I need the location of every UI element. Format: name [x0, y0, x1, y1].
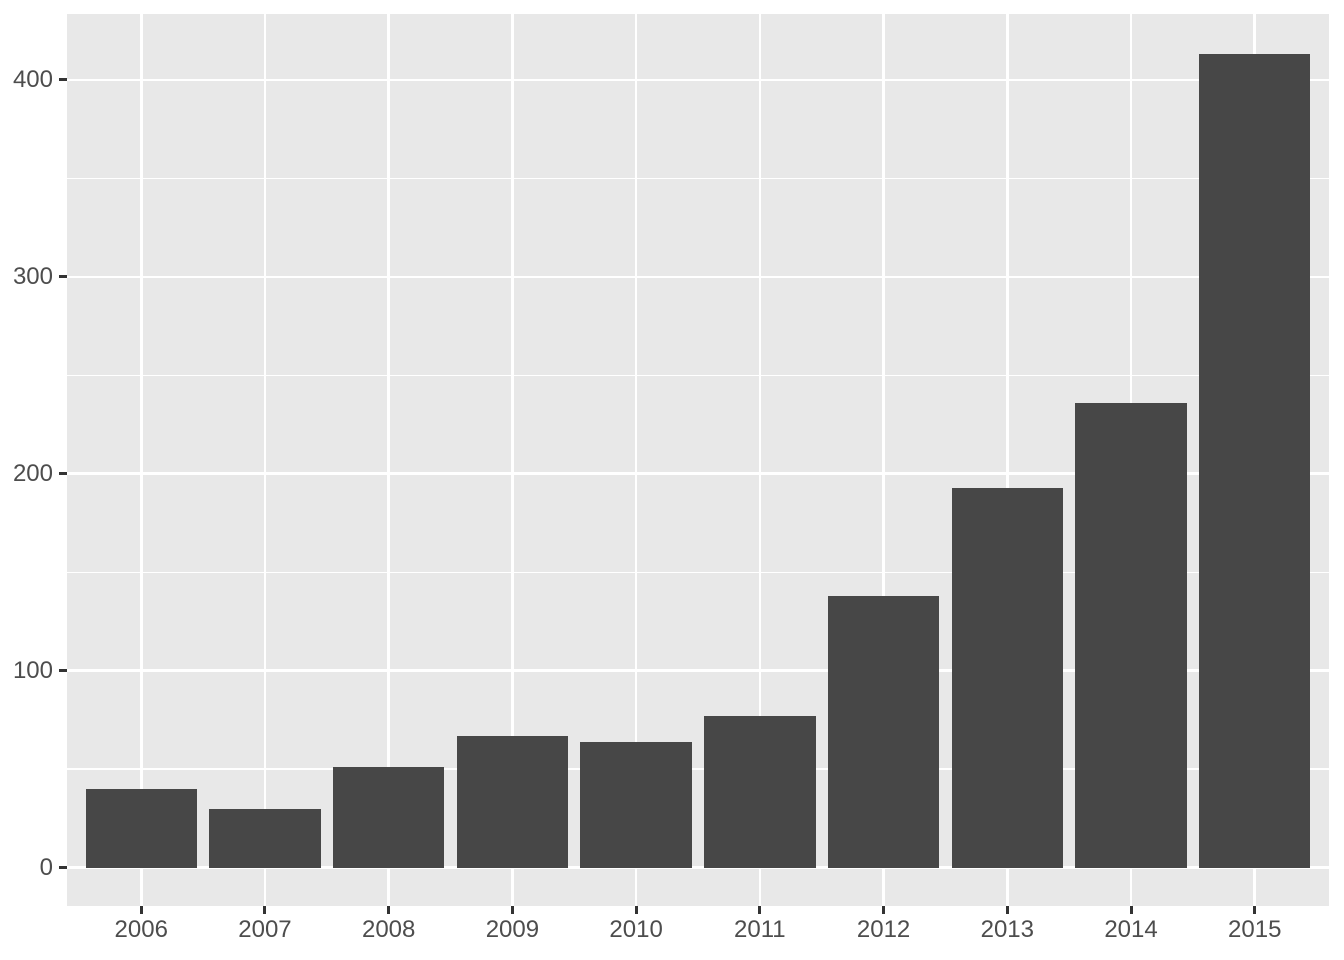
- gridline-vertical: [758, 14, 762, 906]
- x-axis-tick: [882, 906, 886, 914]
- y-axis-tick-label: 200: [12, 459, 53, 487]
- y-axis-tick: [59, 472, 67, 476]
- x-axis-tick: [634, 906, 638, 914]
- gridline-horizontal-minor: [67, 374, 1329, 377]
- x-axis-tick-label: 2006: [114, 916, 168, 943]
- gridline-vertical: [882, 14, 885, 906]
- x-axis-tick-label: 2007: [238, 916, 292, 943]
- bar-2008: [333, 767, 445, 868]
- gridline-vertical: [263, 14, 267, 906]
- gridline-horizontal-major: [67, 472, 1329, 476]
- gridline-horizontal-major: [67, 78, 1329, 82]
- x-axis-tick-label: 2008: [361, 916, 416, 943]
- gridline-horizontal-minor: [67, 571, 1329, 573]
- x-axis-tick-label: 2011: [734, 916, 786, 943]
- bar-2012: [827, 595, 940, 868]
- y-axis-tick: [59, 669, 67, 673]
- gridline-horizontal-major: [67, 866, 1329, 869]
- x-axis-tick: [1253, 906, 1257, 914]
- y-axis-tick: [59, 866, 67, 870]
- y-axis-tick-label: 300: [12, 262, 53, 290]
- gridline-horizontal-major: [67, 669, 1329, 672]
- x-axis-tick-label: 2009: [485, 916, 540, 943]
- bar-2013: [951, 487, 1063, 868]
- x-axis-tick: [139, 906, 143, 914]
- bar-2006: [85, 788, 197, 868]
- gridline-vertical: [511, 14, 514, 906]
- y-axis-tick-label: 400: [12, 65, 53, 93]
- gridline-horizontal-major: [67, 275, 1329, 279]
- x-axis-tick: [758, 906, 762, 914]
- bar-2014: [1075, 402, 1187, 868]
- bar-2015: [1199, 54, 1311, 868]
- gridline-vertical: [634, 14, 638, 906]
- gridline-vertical: [387, 14, 390, 906]
- x-axis-tick: [1129, 906, 1133, 914]
- y-axis-tick-label: 100: [12, 656, 53, 684]
- x-axis-tick-label: 2012: [856, 916, 911, 943]
- gridline-vertical: [139, 14, 143, 906]
- x-axis-tick: [387, 906, 391, 914]
- gridline-vertical: [1006, 14, 1009, 906]
- x-axis-tick-label: 2014: [1104, 916, 1158, 943]
- x-axis-tick-label: 2010: [609, 916, 663, 943]
- gridline-horizontal-minor: [67, 177, 1329, 180]
- y-axis-tick: [59, 275, 67, 279]
- y-axis-tick-label: 0: [39, 853, 53, 881]
- plot-panel: [67, 14, 1329, 906]
- x-axis-tick-label: 2015: [1228, 916, 1282, 943]
- bar-2011: [704, 715, 816, 868]
- x-axis-tick-label: 2013: [980, 916, 1034, 943]
- x-axis-tick: [263, 906, 267, 914]
- gridline-horizontal-minor: [67, 768, 1329, 770]
- bar-2010: [580, 741, 692, 868]
- x-axis-tick: [510, 906, 514, 914]
- bar-2007: [209, 808, 321, 868]
- bar-2009: [456, 735, 569, 868]
- x-axis-tick: [1005, 906, 1009, 914]
- y-axis-tick: [59, 78, 67, 82]
